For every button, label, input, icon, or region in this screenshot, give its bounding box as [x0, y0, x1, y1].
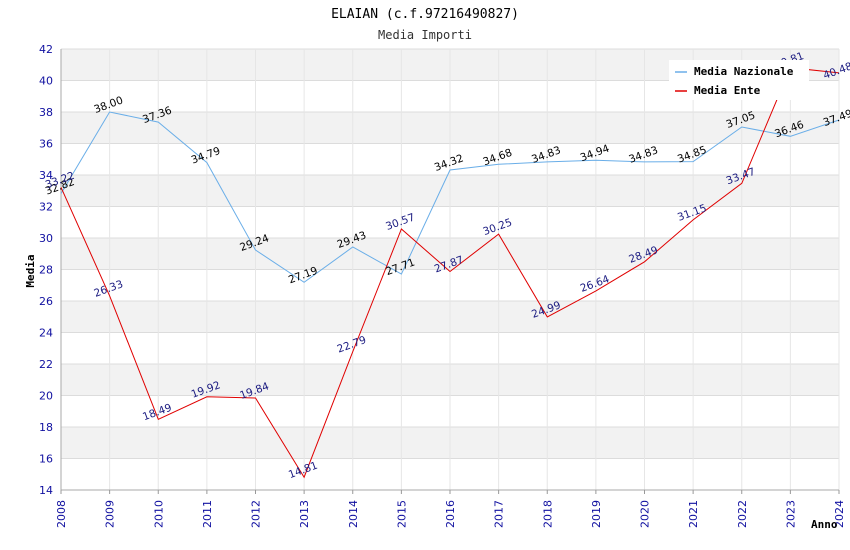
- series-line-media-ente: [60, 67, 840, 479]
- data-label-media-ente: 30.57: [384, 211, 416, 233]
- chart-subtitle: Media Importi: [378, 28, 472, 42]
- x-tick-label: 2009: [104, 500, 117, 528]
- x-tick-label: 2010: [152, 500, 165, 528]
- y-tick-label: 30: [39, 232, 53, 245]
- x-tick-label: 2019: [590, 500, 603, 528]
- y-tick-label: 26: [39, 295, 53, 308]
- data-label-media-ente: 14.81: [287, 460, 319, 482]
- y-tick-label: 34: [39, 169, 53, 182]
- y-tick-label: 32: [39, 201, 53, 214]
- legend-label-media-ente: Media Ente: [694, 84, 761, 97]
- x-tick-label: 2018: [541, 500, 554, 528]
- legend-box: [669, 60, 809, 100]
- x-tick-label: 2021: [687, 500, 700, 528]
- data-label-media-nazionale: 34.85: [676, 144, 708, 166]
- x-tick-label: 2017: [493, 500, 506, 528]
- x-tick-label: 2012: [250, 500, 263, 528]
- y-tick-label: 18: [39, 421, 53, 434]
- x-tick-label: 2020: [639, 500, 652, 528]
- y-tick-label: 36: [39, 138, 53, 151]
- y-tick-label: 28: [39, 264, 53, 277]
- legend: Media Nazionale Media Ente: [669, 60, 809, 100]
- y-axis-label: Media: [24, 254, 37, 287]
- x-tick-label: 2013: [298, 500, 311, 528]
- y-tick-label: 38: [39, 106, 53, 119]
- data-label-media-ente: 18.49: [141, 402, 173, 424]
- chart-title: ELAIAN (c.f.97216490827): [331, 7, 519, 22]
- data-label-media-nazionale: 34.83: [627, 144, 659, 166]
- y-tick-label: 42: [39, 43, 53, 56]
- y-tick-label: 14: [39, 484, 53, 497]
- y-axis-ticks: 14 16 18 20 22 24 26 28 30 32 34 36 38 40 42: [39, 43, 53, 497]
- x-tick-label: 2015: [395, 500, 408, 528]
- series-line-media-nazionale: [60, 111, 840, 283]
- y-tick-label: 20: [39, 390, 53, 403]
- x-tick-label: 2008: [55, 500, 68, 528]
- x-axis-ticks: 2008 2009 2010 2011 2012 2013 2014 2015 2016 2017…: [55, 490, 846, 528]
- series-lines: [60, 67, 840, 479]
- y-tick-label: 16: [39, 453, 53, 466]
- legend-label-media-nazionale: Media Nazionale: [694, 65, 794, 78]
- x-tick-label: 2011: [201, 500, 214, 528]
- x-tick-label: 2023: [784, 500, 797, 528]
- y-tick-label: 40: [39, 75, 53, 88]
- data-label-media-ente: 26.33: [92, 278, 124, 300]
- y-tick-label: 22: [39, 358, 53, 371]
- data-label-media-ente: 22.79: [336, 334, 368, 356]
- x-tick-label: 2022: [736, 500, 749, 528]
- x-axis-label: Anno: [811, 518, 838, 531]
- x-tick-label: 2014: [347, 500, 360, 528]
- data-label-media-nazionale: 34.68: [481, 147, 513, 169]
- data-label-media-nazionale: 34.83: [530, 144, 562, 166]
- data-label-media-nazionale: 34.32: [433, 152, 465, 174]
- x-tick-label: 2016: [444, 500, 457, 528]
- x-tick-label: 2024: [833, 500, 846, 528]
- data-label-media-nazionale: 34.79: [190, 145, 222, 167]
- y-tick-label: 24: [39, 327, 53, 340]
